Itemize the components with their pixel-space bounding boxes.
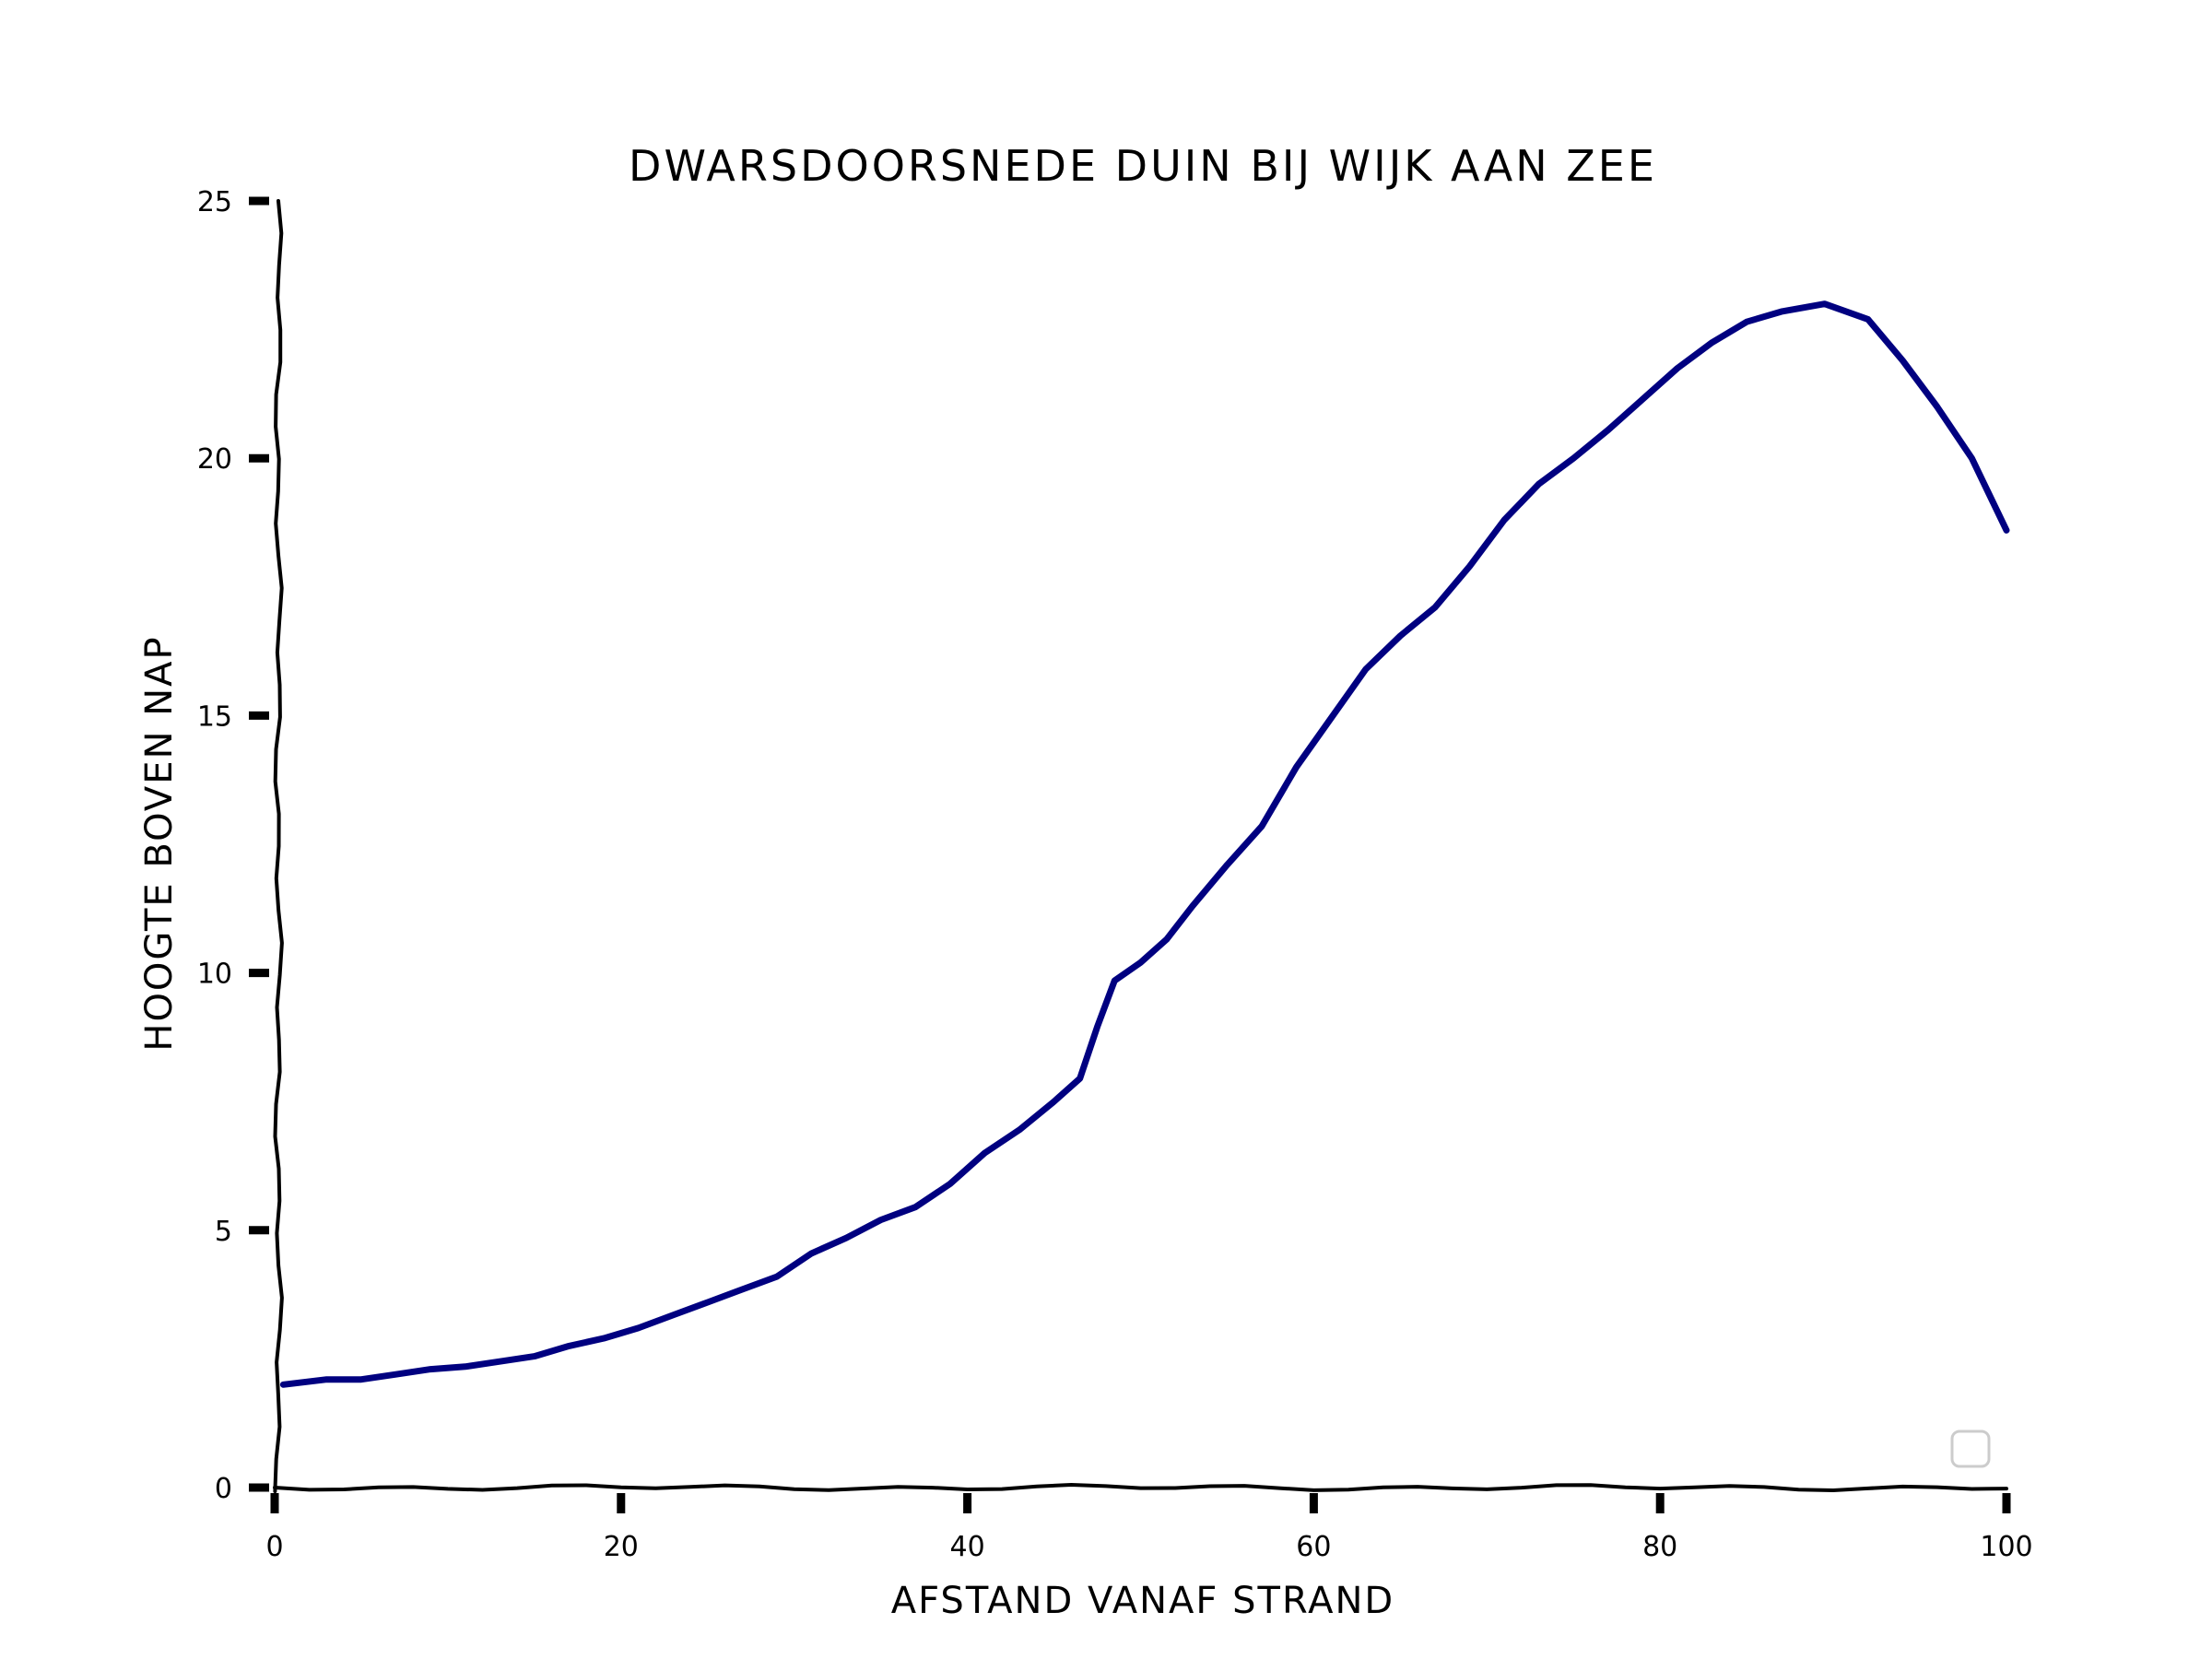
y-tick-label: 15 xyxy=(197,700,232,733)
x-tick-label: 60 xyxy=(1296,1531,1331,1563)
y-axis-line xyxy=(273,199,284,1493)
y-tick-label: 10 xyxy=(197,959,232,991)
x-axis-line xyxy=(273,1482,2008,1493)
y-axis-title: HOOGTE BOVEN NAP xyxy=(138,635,181,1051)
x-tick-label: 80 xyxy=(1642,1531,1677,1563)
legend-box xyxy=(1950,1430,1991,1468)
ticks: 0 20 40 60 80 100 0 5 10 15 20 25 xyxy=(197,186,2033,1563)
x-tick-label: 40 xyxy=(950,1531,985,1563)
series-group xyxy=(279,300,2010,1388)
x-tick-label: 100 xyxy=(1980,1531,2032,1563)
x-tick-label: 20 xyxy=(604,1531,639,1563)
chart-title: DWARSDOORSNEDE DUIN BIJ WIJK AAN ZEE xyxy=(629,141,1657,191)
x-tick-label: 0 xyxy=(265,1531,283,1563)
axes xyxy=(273,199,2008,1493)
x-axis-title: AFSTAND VANAF STRAND xyxy=(891,1580,1394,1622)
y-tick-label: 5 xyxy=(215,1216,232,1248)
y-tick-label: 0 xyxy=(215,1473,232,1505)
y-tick-label: 20 xyxy=(197,443,232,476)
y-tick-label: 25 xyxy=(197,186,232,218)
series-line xyxy=(279,300,2010,1388)
